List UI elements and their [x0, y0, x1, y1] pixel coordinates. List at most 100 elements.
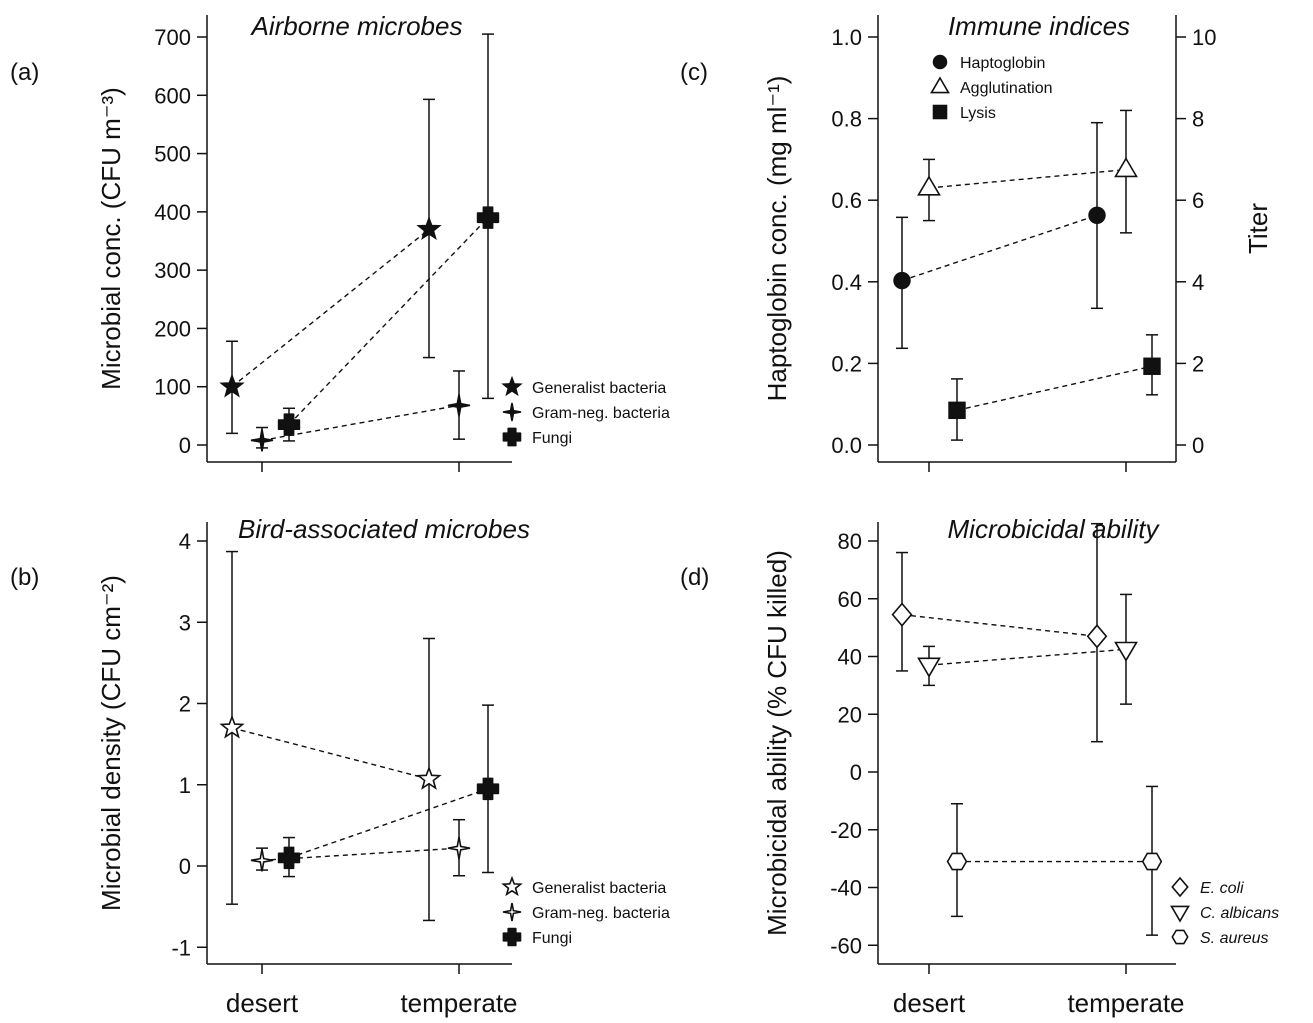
series-connector	[261, 404, 460, 442]
y-tick-label: -1	[171, 935, 191, 960]
data-point	[476, 206, 500, 229]
y-tick-label: 500	[154, 142, 191, 167]
y-tick-label: 100	[154, 375, 191, 400]
y-axis-title: Microbicidal ability (% CFU killed)	[762, 550, 792, 936]
legend-label: E. coli	[1200, 880, 1244, 897]
series-s-aureus	[946, 785, 1163, 936]
series-agglutination	[917, 109, 1138, 234]
panel-c: 0.0 0.2 0.4 0.6 0.8 1.0 0 2 4 6 8 10 Titer Immune ind…	[680, 11, 1273, 472]
legend-marker	[1170, 905, 1190, 923]
data-point	[416, 765, 442, 790]
y-tick-label: 0	[850, 760, 862, 785]
panel-title: Bird-associated microbes	[238, 514, 530, 544]
x-tick-label: desert	[226, 988, 299, 1018]
series-generalist-bacteria	[219, 550, 442, 922]
y-tick-label: -40	[830, 876, 862, 901]
y-tick-label: 40	[838, 645, 862, 670]
data-point	[917, 657, 941, 678]
data-point	[447, 836, 471, 860]
legend-marker	[1171, 876, 1189, 898]
data-point	[948, 401, 966, 420]
y-tick-label: 2	[179, 692, 191, 717]
y-axis-title: Haptoglobin conc. (mg ml⁻¹)	[762, 76, 792, 402]
legend-label: Gram-neg. bacteria	[532, 905, 670, 922]
y-tick-label: 0	[179, 433, 191, 458]
data-point	[891, 602, 913, 627]
y-tick-label: 60	[838, 587, 862, 612]
data-point	[219, 714, 245, 739]
legend-marker	[502, 902, 522, 922]
legend-label: Generalist bacteria	[532, 380, 666, 397]
y2-tick-label: 0	[1192, 433, 1204, 458]
y-tick-label: 0.6	[831, 188, 862, 213]
legend-label: C. albicans	[1200, 905, 1279, 922]
legend-marker	[932, 54, 948, 70]
legend-label: Haptoglobin	[960, 55, 1045, 72]
series-connector	[928, 648, 1127, 666]
y-axis-title: Microbial density (CFU cm⁻²)	[96, 575, 126, 911]
legend-marker	[502, 427, 522, 447]
panel-a: 0 100 200 300 400 500 600 700 Airborne microbes (…	[10, 11, 670, 472]
panel-title: Microbicidal ability	[948, 514, 1161, 544]
panel-letter: (b)	[10, 564, 39, 591]
y2-axis-title: Titer	[1243, 203, 1273, 254]
legend-label: Lysis	[960, 105, 996, 122]
data-point	[917, 175, 941, 196]
y-tick-label: 80	[838, 529, 862, 554]
legend-marker	[930, 76, 950, 94]
x-tick-label: temperate	[400, 988, 517, 1018]
panel-title: Immune indices	[948, 11, 1130, 41]
data-point	[946, 852, 968, 871]
series-gram-neg-bacteria	[250, 818, 471, 877]
y-tick-label: 0.2	[831, 351, 862, 376]
data-point	[447, 394, 471, 417]
data-point	[250, 429, 274, 452]
series-e-coli	[891, 522, 1108, 743]
series-connector	[901, 613, 1098, 637]
y2-tick-label: 10	[1192, 25, 1216, 50]
data-point	[1143, 357, 1161, 375]
y-tick-label: 20	[838, 702, 862, 727]
y-tick-label: 0.4	[831, 270, 862, 295]
series-generalist-bacteria	[219, 98, 442, 435]
data-point	[476, 777, 500, 801]
y2-tick-label: 4	[1192, 270, 1204, 295]
data-point	[277, 413, 301, 436]
series-connector	[928, 168, 1127, 189]
x-tick-label: temperate	[1067, 988, 1184, 1018]
legend: Generalist bacteria Gram-neg. bacteria Fun…	[501, 375, 670, 447]
legend-marker	[1171, 929, 1189, 945]
y2-tick-label: 8	[1192, 107, 1204, 132]
legend-marker	[501, 875, 523, 897]
y-tick-label: 700	[154, 25, 191, 50]
series-fungi	[277, 33, 500, 442]
y-tick-label: 3	[179, 610, 191, 635]
legend-marker	[502, 402, 522, 422]
legend-label: Fungi	[532, 430, 572, 447]
data-point	[893, 271, 911, 290]
data-point	[219, 373, 245, 398]
y-axis-title: Microbial conc. (CFU m⁻³)	[96, 87, 126, 390]
series-connector	[956, 365, 1153, 412]
data-point	[416, 215, 442, 241]
data-point	[1114, 641, 1138, 662]
legend: E. coli C. albicans S. aureus	[1170, 876, 1279, 947]
series-connector	[901, 214, 1098, 282]
x-tick-label: desert	[893, 988, 966, 1018]
series-haptoglobin	[893, 121, 1106, 350]
series-connector	[261, 847, 460, 862]
y-tick-label: 300	[154, 258, 191, 283]
data-point	[1141, 852, 1163, 871]
panel-b: -1 0 1 2 3 4 desert temperate Bird-associated mi…	[10, 514, 670, 1018]
y-tick-label: 200	[154, 316, 191, 341]
y-tick-label: 0.0	[831, 433, 862, 458]
series-lysis	[948, 334, 1161, 441]
legend-label: Fungi	[532, 930, 572, 947]
legend-label: Agglutination	[960, 80, 1053, 97]
panel-title: Airborne microbes	[250, 11, 463, 41]
data-point	[1114, 157, 1138, 178]
data-point	[1088, 206, 1106, 225]
series-fungi	[277, 704, 500, 878]
legend-label: Gram-neg. bacteria	[532, 405, 670, 422]
